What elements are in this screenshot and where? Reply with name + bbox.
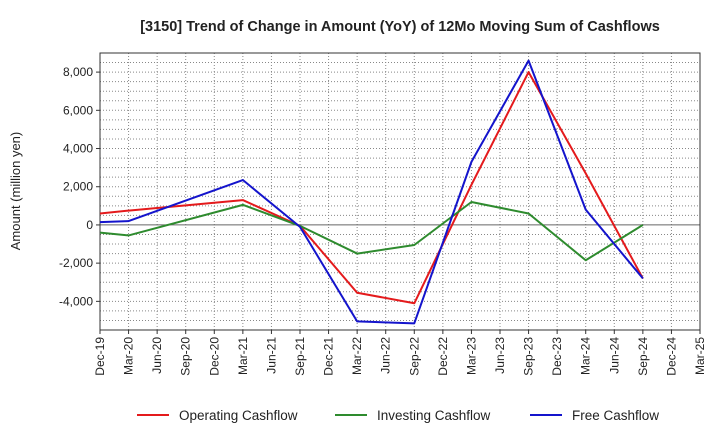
x-tick-label: Dec-20 [207,337,221,376]
x-tick-label: Dec-19 [93,337,107,376]
x-tick-label: Jun-22 [379,337,393,374]
y-tick-label: 6,000 [63,103,93,117]
series-line-operating-cashflow [99,71,644,305]
legend-label-operating-cashflow: Operating Cashflow [179,408,298,423]
x-tick-label: Jun-24 [607,337,621,374]
plot-frame [99,52,701,331]
grid-lines [99,52,701,331]
x-tick-label: Dec-24 [664,337,678,376]
y-tick-label: 0 [86,218,93,232]
series-lines [99,59,644,325]
x-tick-label: Sep-22 [407,337,421,376]
legend-label-free-cashflow: Free Cashflow [572,408,659,423]
x-tick-label: Mar-20 [122,337,136,375]
x-tick-label: Mar-21 [236,337,250,375]
legend: Operating Cashflow Investing Cashflow Free… [137,408,659,423]
axes: -4,000 -2,000 0 2,000 4,000 6,000 8,000 Dec-19 M… [59,52,707,376]
x-tick-label: Dec-23 [550,337,564,376]
y-tick-label: -2,000 [59,256,93,270]
series-line-free-cashflow [99,59,644,325]
x-tick-label: Jun-23 [493,337,507,374]
x-tick-label: Sep-24 [636,337,650,376]
x-tick-label: Sep-21 [293,337,307,376]
chart-title: [3150] Trend of Change in Amount (YoY) o… [140,19,660,35]
x-tick-label: Mar-22 [350,337,364,375]
x-tick-label: Mar-25 [693,337,707,375]
legend-label-investing-cashflow: Investing Cashflow [377,408,491,423]
x-tick-label: Jun-20 [150,337,164,374]
x-tick-label: Dec-21 [322,337,336,376]
y-axis-label: Amount (million yen) [8,132,23,251]
x-tick-label: Mar-24 [579,337,593,375]
y-tick-label: -4,000 [59,294,93,308]
x-tick-label: Sep-23 [522,337,536,376]
x-tick-label: Sep-20 [179,337,193,376]
y-tick-label: 2,000 [63,180,93,194]
y-tick-label: 4,000 [63,142,93,156]
series-line-investing-cashflow [99,201,644,262]
x-tick-label: Dec-22 [436,337,450,376]
x-tick-label: Jun-21 [264,337,278,374]
x-tick-label: Mar-23 [464,337,478,375]
y-tick-label: 8,000 [63,65,93,79]
